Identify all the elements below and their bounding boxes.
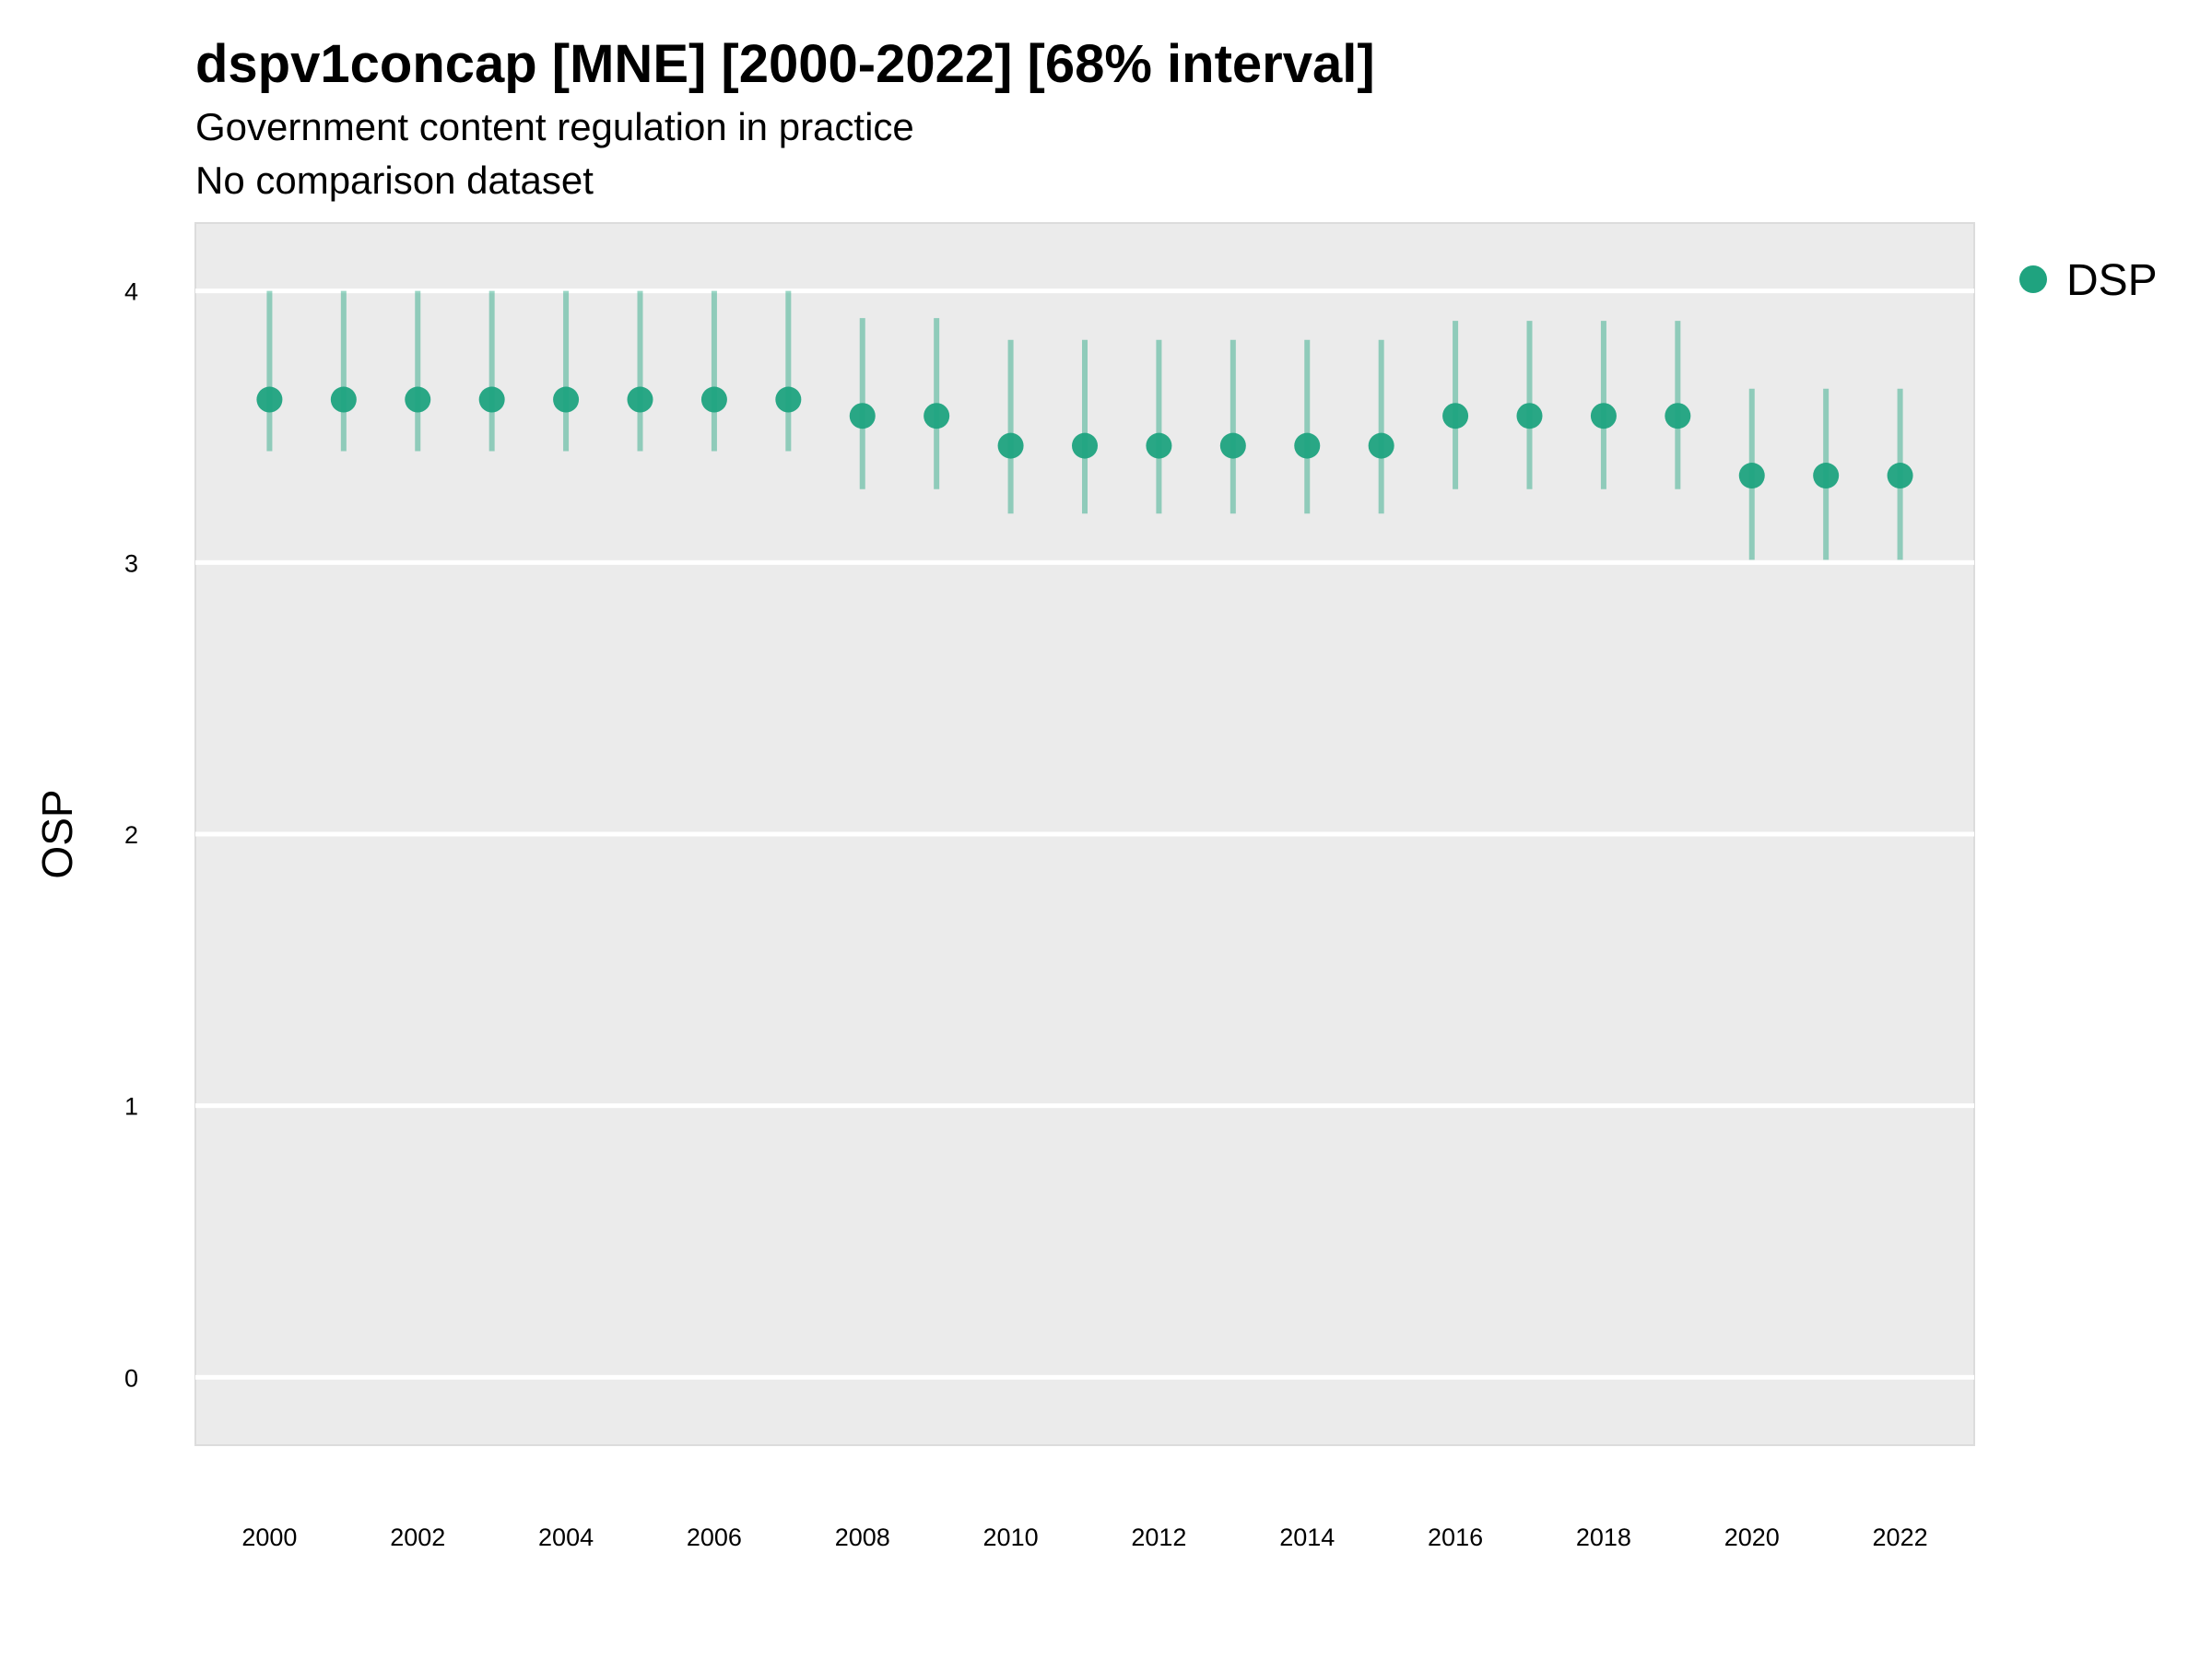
data-point [849,403,876,429]
data-point [700,386,727,413]
legend-label-dsp: DSP [2066,256,2158,305]
legend: DSP [2019,256,2158,305]
gridlines [195,288,1974,1380]
data-point [627,386,653,413]
data-point [1146,432,1172,459]
y-tick-label: 1 [124,1093,138,1121]
data-marks [256,290,1913,560]
data-point [1368,432,1394,459]
chart-title: dspv1concap [MNE] [2000-2022] [68% inter… [195,34,1375,94]
x-tick-label: 2002 [390,1524,445,1551]
data-point [1219,432,1246,459]
x-tick-label: 2006 [687,1524,742,1551]
data-point [1665,403,1691,429]
data-point [256,386,283,413]
y-axis-title: OSP [33,789,81,878]
data-point [405,386,431,413]
data-point [1442,403,1469,429]
y-tick-labels: 0 1 2 3 4 [124,278,138,1393]
x-tick-label: 2022 [1873,1524,1928,1551]
data-point [1813,463,1840,489]
data-point [478,386,505,413]
data-point [1516,403,1543,429]
y-tick-label: 3 [124,549,138,577]
y-tick-label: 4 [124,278,138,306]
chart-subtitle: Government content regulation in practic… [195,105,914,148]
x-tick-label: 2010 [983,1524,1039,1551]
x-tick-label: 2018 [1576,1524,1631,1551]
x-tick-label: 2004 [538,1524,594,1551]
x-tick-label: 2008 [835,1524,890,1551]
data-point [330,386,357,413]
y-tick-label: 2 [124,821,138,849]
x-tick-labels: 2000 2002 2004 2006 2008 2010 2012 2014 2016 2018… [241,1524,1927,1551]
data-point [1738,463,1765,489]
data-point [1590,403,1617,429]
data-point [1294,432,1321,459]
x-tick-label: 2000 [241,1524,297,1551]
data-point [924,403,950,429]
data-point [997,432,1024,459]
data-point [1072,432,1098,459]
data-point [1887,463,1913,489]
data-point [775,386,802,413]
x-tick-label: 2014 [1279,1524,1335,1551]
y-tick-label: 0 [124,1364,138,1392]
x-tick-label: 2012 [1131,1524,1186,1551]
legend-key-dsp [2019,265,2047,293]
x-tick-label: 2020 [1724,1524,1780,1551]
data-point [553,386,580,413]
x-tick-label: 2016 [1428,1524,1483,1551]
chart-subtitle-comparison: No comparison dataset [195,159,594,202]
